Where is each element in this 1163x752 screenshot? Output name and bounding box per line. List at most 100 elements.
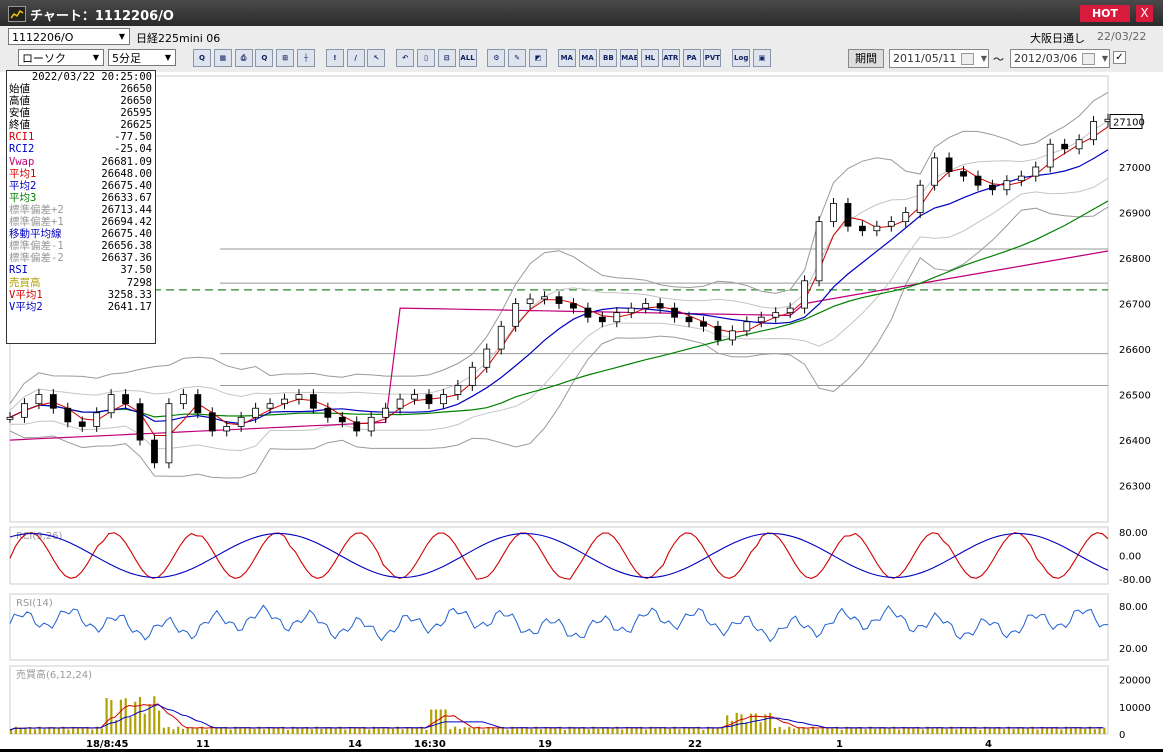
candle-icon[interactable]: ▯ xyxy=(417,49,435,67)
chevron-down-icon[interactable]: ▼ xyxy=(980,54,987,63)
draw-line-icon[interactable]: / xyxy=(346,49,365,67)
compare-icon[interactable]: ⊞ xyxy=(276,49,295,67)
mae-icon[interactable]: MAE xyxy=(620,49,639,67)
candle-body xyxy=(21,403,28,418)
palette-icon[interactable]: ◩ xyxy=(529,49,547,67)
print-icon[interactable]: ⎙ xyxy=(234,49,253,67)
para-icon[interactable]: PA xyxy=(682,49,701,67)
candle-body xyxy=(353,421,361,432)
price-tick-label: 26300 xyxy=(1119,482,1151,493)
bollinger-upper-1 xyxy=(9,120,1109,411)
candle-body xyxy=(584,307,592,318)
volume-bar xyxy=(1017,727,1020,734)
volume-bar xyxy=(902,726,905,734)
volume-bar xyxy=(248,727,251,734)
info-value: 26648.00 xyxy=(101,167,152,180)
rci-tick-label: -80.00 xyxy=(1119,575,1151,586)
volume-bar xyxy=(463,727,466,734)
chevron-down-icon[interactable]: ▼ xyxy=(118,32,126,41)
volume-bar xyxy=(706,726,710,734)
rsi-line xyxy=(9,604,1108,643)
hot-button[interactable]: HOT xyxy=(1080,5,1130,22)
symbol-input[interactable]: 1112206/O ▼ xyxy=(8,28,130,45)
period-button[interactable]: 期間 xyxy=(848,49,884,68)
info-label: 標準偏差+2 xyxy=(9,203,64,216)
chevron-down-icon[interactable]: ▼ xyxy=(164,53,172,62)
candle-body xyxy=(1090,121,1097,141)
volume-bar xyxy=(850,728,853,734)
atr-icon[interactable]: ATR xyxy=(661,49,680,67)
volume-bar xyxy=(186,727,189,734)
candle-body xyxy=(208,412,216,432)
volume-bar xyxy=(559,726,562,734)
volume-bar xyxy=(664,727,667,734)
volume-bar xyxy=(964,727,967,734)
chart-type-select[interactable]: ローソク ▼ xyxy=(18,49,104,66)
info-value: 26675.40 xyxy=(101,179,152,192)
close-button[interactable]: X xyxy=(1136,5,1153,22)
chart-canvas[interactable]: 27000 26900 26800 26700 26600 26500 26400 26300… xyxy=(0,72,1163,750)
volume-bar xyxy=(310,729,313,734)
volume-bar xyxy=(43,728,46,734)
calendar-icon[interactable] xyxy=(961,53,974,65)
candle-body xyxy=(772,312,780,318)
ma-icon[interactable]: MA xyxy=(557,49,576,67)
info-row: 安値 26595 xyxy=(7,107,155,119)
volume-bar xyxy=(501,726,504,734)
volume-bar xyxy=(492,727,495,734)
volume-bar xyxy=(181,728,185,734)
layout-icon[interactable]: ▦ xyxy=(213,49,232,67)
volume-bar xyxy=(1093,729,1096,734)
candle-body xyxy=(1032,166,1040,177)
volume-bar xyxy=(477,726,481,734)
undo-icon[interactable]: ↶ xyxy=(396,49,415,67)
volume-bar xyxy=(969,728,972,734)
settings-icon[interactable]: ⚙ xyxy=(487,49,506,67)
log-icon[interactable]: Log xyxy=(732,49,751,67)
split-icon[interactable]: ⊟ xyxy=(437,49,456,67)
volume-bar xyxy=(936,727,939,734)
candle-body xyxy=(555,296,563,304)
pvt-icon[interactable]: PVT xyxy=(703,49,722,67)
info-value: -25.04 xyxy=(114,143,152,156)
session-label: 大阪日通し xyxy=(1030,32,1085,45)
candle-body xyxy=(338,416,346,423)
brush-icon[interactable]: ✎ xyxy=(508,49,527,67)
volume-bar xyxy=(348,726,352,734)
all-icon[interactable]: ALL xyxy=(458,49,477,67)
search-chart-icon[interactable]: Q xyxy=(255,49,274,67)
chevron-down-icon[interactable]: ▼ xyxy=(92,53,100,62)
volume-bar xyxy=(869,726,872,734)
alert-icon[interactable]: ! xyxy=(325,49,344,67)
volume-bar xyxy=(396,726,399,734)
volume-bar xyxy=(1098,727,1101,734)
start-date-input[interactable]: 2011/05/11 ▼ xyxy=(889,49,989,68)
volume-bar xyxy=(854,727,858,734)
ma-icon-2[interactable]: MA xyxy=(578,49,597,67)
cursor-icon[interactable]: ↖ xyxy=(367,49,386,67)
info-value: 26650 xyxy=(120,83,152,95)
hl-icon[interactable]: HL xyxy=(641,49,659,67)
volume-bar xyxy=(544,727,547,734)
volume-tick-label: 0 xyxy=(1119,730,1125,741)
volume-bar xyxy=(401,729,404,734)
interval-select[interactable]: 5分足 ▼ xyxy=(108,49,176,66)
volume-bar xyxy=(654,728,657,734)
ticks-icon[interactable]: ┼ xyxy=(297,49,315,67)
volume-bar xyxy=(282,726,285,734)
zoom-icon[interactable]: Q xyxy=(193,49,211,67)
window-icon[interactable]: ▣ xyxy=(753,49,771,67)
volume-bar xyxy=(329,727,333,734)
chart-area[interactable]: 27000 26900 26800 26700 26600 26500 26400 26300… xyxy=(0,72,1163,750)
volume-bar xyxy=(76,727,80,734)
bb-icon[interactable]: BB xyxy=(599,49,618,67)
candle-body xyxy=(440,394,447,405)
candle-body xyxy=(6,416,14,420)
volume-bar xyxy=(1012,728,1015,734)
calendar-icon[interactable] xyxy=(1082,53,1095,65)
end-date-input[interactable]: 2012/03/06 ▼ xyxy=(1010,49,1110,68)
volume-bar xyxy=(296,728,299,734)
chevron-down-icon[interactable]: ▼ xyxy=(1101,54,1108,63)
apply-period-checkbox[interactable]: ✓ xyxy=(1113,51,1126,64)
volume-bar xyxy=(382,727,385,734)
